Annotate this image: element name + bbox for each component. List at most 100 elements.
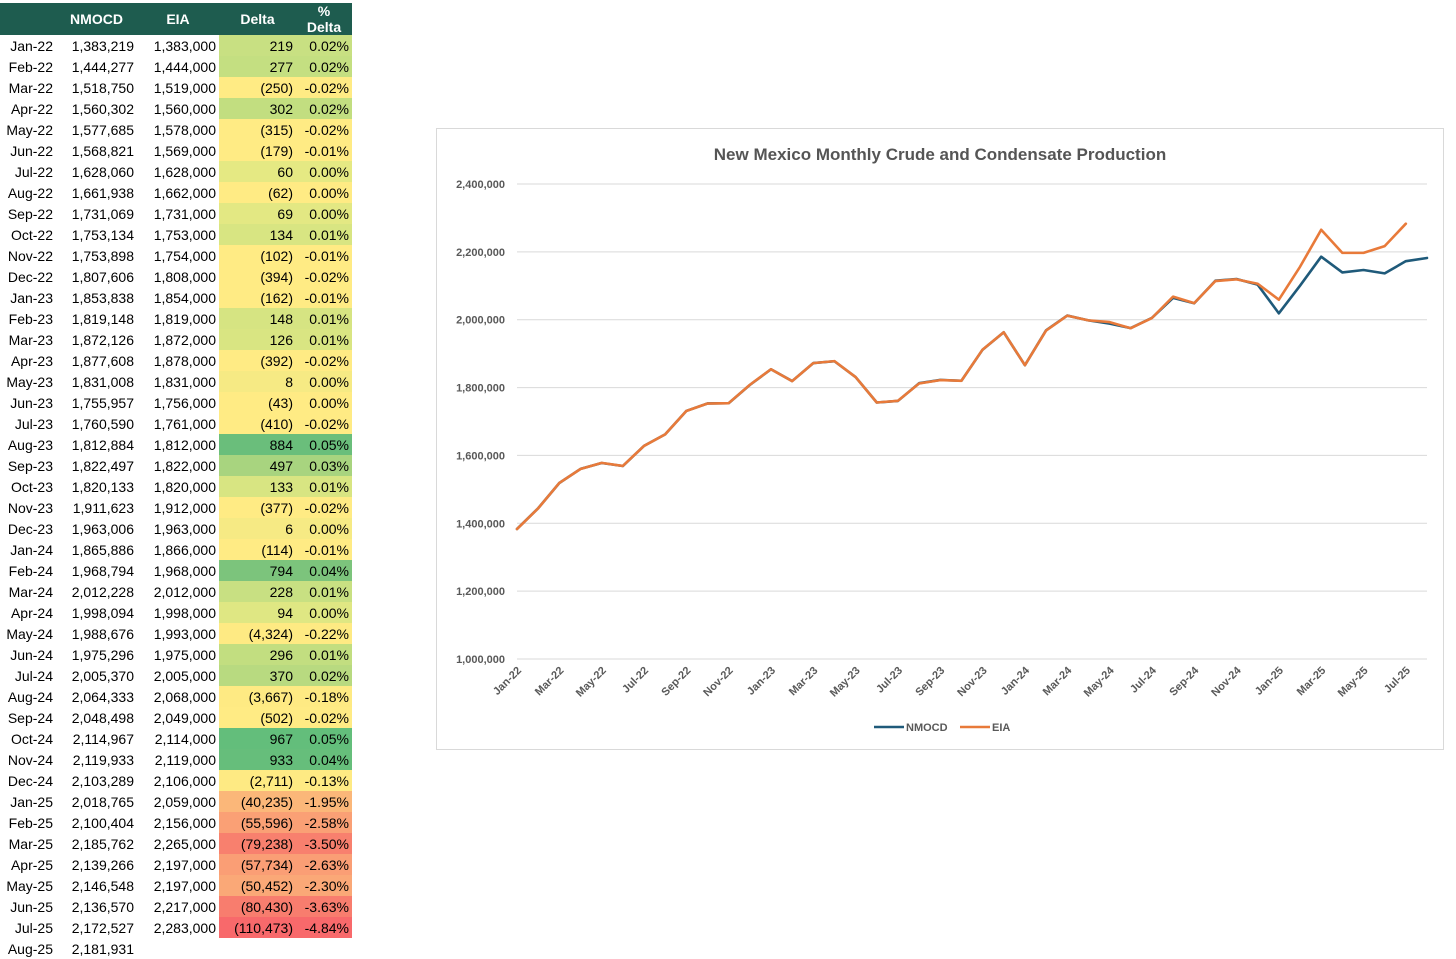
cell-nmocd[interactable]: 2,119,933	[72, 751, 134, 768]
cell-delta[interactable]: (162)	[219, 287, 296, 308]
cell-delta[interactable]: 296	[219, 644, 296, 665]
cell-eia[interactable]: 1,998,000	[153, 604, 216, 621]
cell-eia[interactable]: 1,831,000	[153, 373, 216, 390]
cell-month[interactable]: Mar-23	[8, 331, 53, 348]
header-pct-delta[interactable]: % Delta	[296, 3, 352, 35]
cell-nmocd[interactable]: 1,812,884	[71, 436, 134, 453]
cell-eia[interactable]: 1,808,000	[153, 268, 216, 285]
cell-month[interactable]: Jul-22	[14, 163, 53, 180]
cell-nmocd[interactable]: 1,911,623	[72, 499, 134, 516]
cell-pct-delta[interactable]: 0.02%	[296, 56, 352, 77]
cell-delta[interactable]: 794	[219, 560, 296, 581]
cell-pct-delta[interactable]: 0.01%	[296, 308, 352, 329]
cell-nmocd[interactable]: 1,753,134	[71, 226, 134, 243]
cell-delta[interactable]: 219	[219, 35, 296, 56]
cell-pct-delta[interactable]: 0.00%	[296, 203, 352, 224]
cell-eia[interactable]: 1,975,000	[153, 646, 216, 663]
cell-eia[interactable]: 1,753,000	[153, 226, 216, 243]
cell-pct-delta[interactable]: -0.01%	[296, 539, 352, 560]
cell-month[interactable]: Jul-23	[14, 415, 53, 432]
cell-delta[interactable]: (392)	[219, 350, 296, 371]
cell-eia[interactable]: 2,283,000	[153, 919, 216, 936]
cell-eia[interactable]: 1,731,000	[153, 205, 216, 222]
cell-pct-delta[interactable]: -1.95%	[296, 791, 352, 812]
cell-pct-delta[interactable]: 0.00%	[296, 602, 352, 623]
cell-pct-delta[interactable]: -0.01%	[296, 245, 352, 266]
cell-pct-delta[interactable]: -0.02%	[296, 497, 352, 518]
cell-delta[interactable]: 497	[219, 455, 296, 476]
cell-eia[interactable]: 1,912,000	[153, 499, 216, 516]
cell-nmocd[interactable]: 1,760,590	[71, 415, 134, 432]
cell-month[interactable]: Jan-25	[10, 793, 53, 810]
cell-pct-delta[interactable]: 0.05%	[296, 728, 352, 749]
cell-delta[interactable]: (315)	[219, 119, 296, 140]
cell-nmocd[interactable]: 1,975,296	[71, 646, 134, 663]
cell-nmocd[interactable]: 1,568,821	[71, 142, 134, 159]
cell-month[interactable]: Feb-23	[8, 310, 53, 327]
cell-nmocd[interactable]: 2,064,333	[71, 688, 134, 705]
cell-nmocd[interactable]: 2,185,762	[71, 835, 134, 852]
cell-pct-delta[interactable]: -4.84%	[296, 917, 352, 938]
cell-pct-delta[interactable]: 0.01%	[296, 329, 352, 350]
cell-month[interactable]: Feb-24	[8, 562, 53, 579]
cell-eia[interactable]: 2,156,000	[153, 814, 216, 831]
cell-month[interactable]: Aug-24	[7, 688, 53, 705]
cell-eia[interactable]: 1,820,000	[153, 478, 216, 495]
cell-pct-delta[interactable]: -2.30%	[296, 875, 352, 896]
cell-pct-delta[interactable]: -0.22%	[296, 623, 352, 644]
cell-eia[interactable]: 1,963,000	[153, 520, 216, 537]
cell-delta[interactable]: 60	[219, 161, 296, 182]
cell-nmocd[interactable]: 1,831,008	[71, 373, 134, 390]
cell-month[interactable]: Jun-23	[10, 394, 53, 411]
cell-eia[interactable]: 1,578,000	[153, 121, 216, 138]
cell-eia[interactable]: 1,756,000	[153, 394, 216, 411]
cell-eia[interactable]: 2,197,000	[153, 856, 216, 873]
cell-month[interactable]: May-22	[6, 121, 53, 138]
cell-nmocd[interactable]: 1,753,898	[71, 247, 134, 264]
cell-delta[interactable]: (102)	[219, 245, 296, 266]
cell-month[interactable]: Apr-24	[10, 604, 53, 621]
cell-month[interactable]: Apr-25	[10, 856, 53, 873]
cell-eia[interactable]: 1,754,000	[153, 247, 216, 264]
cell-nmocd[interactable]: 1,963,006	[71, 520, 134, 537]
cell-delta[interactable]: (62)	[219, 182, 296, 203]
cell-delta[interactable]: (410)	[219, 413, 296, 434]
cell-nmocd[interactable]: 1,577,685	[71, 121, 134, 138]
cell-nmocd[interactable]: 2,136,570	[71, 898, 134, 915]
cell-delta[interactable]: 302	[219, 98, 296, 119]
cell-nmocd[interactable]: 2,172,527	[71, 919, 134, 936]
cell-nmocd[interactable]: 1,444,277	[71, 58, 134, 75]
cell-eia[interactable]: 1,822,000	[153, 457, 216, 474]
cell-pct-delta[interactable]: 0.00%	[296, 182, 352, 203]
cell-delta[interactable]: (3,667)	[219, 686, 296, 707]
cell-pct-delta[interactable]: 0.01%	[296, 476, 352, 497]
cell-eia[interactable]: 2,119,000	[154, 751, 216, 768]
cell-delta[interactable]: (80,430)	[219, 896, 296, 917]
cell-nmocd[interactable]: 1,731,069	[71, 205, 134, 222]
cell-delta[interactable]: 8	[219, 371, 296, 392]
cell-pct-delta[interactable]: -0.02%	[296, 77, 352, 98]
cell-month[interactable]: Oct-22	[10, 226, 53, 243]
cell-eia[interactable]: 1,761,000	[153, 415, 216, 432]
cell-eia[interactable]: 1,878,000	[153, 352, 216, 369]
cell-delta[interactable]	[219, 938, 296, 959]
cell-eia[interactable]: 1,866,000	[153, 541, 216, 558]
cell-delta[interactable]: (502)	[219, 707, 296, 728]
cell-delta[interactable]: 277	[219, 56, 296, 77]
cell-delta[interactable]: 228	[219, 581, 296, 602]
cell-pct-delta[interactable]: -3.63%	[296, 896, 352, 917]
cell-nmocd[interactable]: 2,048,498	[71, 709, 134, 726]
cell-month[interactable]: Apr-23	[10, 352, 53, 369]
cell-month[interactable]: Nov-24	[7, 751, 53, 768]
cell-pct-delta[interactable]: -0.02%	[296, 119, 352, 140]
cell-delta[interactable]: (110,473)	[219, 917, 296, 938]
cell-eia[interactable]: 1,872,000	[153, 331, 216, 348]
cell-pct-delta[interactable]: -0.02%	[296, 413, 352, 434]
cell-eia[interactable]: 2,217,000	[153, 898, 216, 915]
cell-month[interactable]: May-24	[6, 625, 53, 642]
cell-eia[interactable]: 1,854,000	[153, 289, 216, 306]
cell-pct-delta[interactable]: 0.02%	[296, 98, 352, 119]
cell-eia[interactable]: 1,819,000	[153, 310, 216, 327]
cell-pct-delta[interactable]: 0.01%	[296, 644, 352, 665]
cell-delta[interactable]: (40,235)	[219, 791, 296, 812]
